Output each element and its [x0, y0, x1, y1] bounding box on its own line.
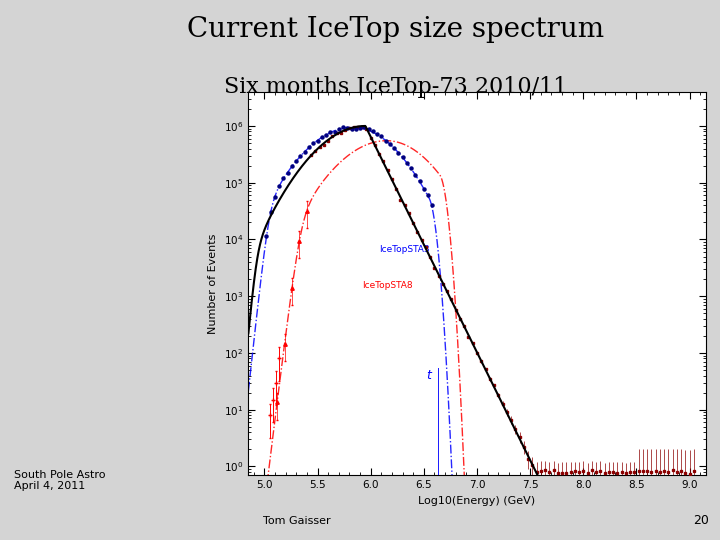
Y-axis label: Number of Events: Number of Events	[209, 233, 218, 334]
Text: IceTopSTA3: IceTopSTA3	[379, 245, 430, 254]
Text: IceTopSTA8: IceTopSTA8	[362, 281, 413, 290]
Text: Current IceTop size spectrum: Current IceTop size spectrum	[187, 16, 605, 43]
Text: t: t	[426, 369, 431, 382]
Text: Tom Gaisser: Tom Gaisser	[263, 516, 330, 526]
Text: 20: 20	[693, 514, 709, 526]
Text: Six months IceTop-73 2010/11: Six months IceTop-73 2010/11	[225, 76, 567, 98]
X-axis label: Log10(Energy) (GeV): Log10(Energy) (GeV)	[418, 496, 536, 505]
Text: South Pole Astro
April 4, 2011: South Pole Astro April 4, 2011	[14, 470, 106, 491]
